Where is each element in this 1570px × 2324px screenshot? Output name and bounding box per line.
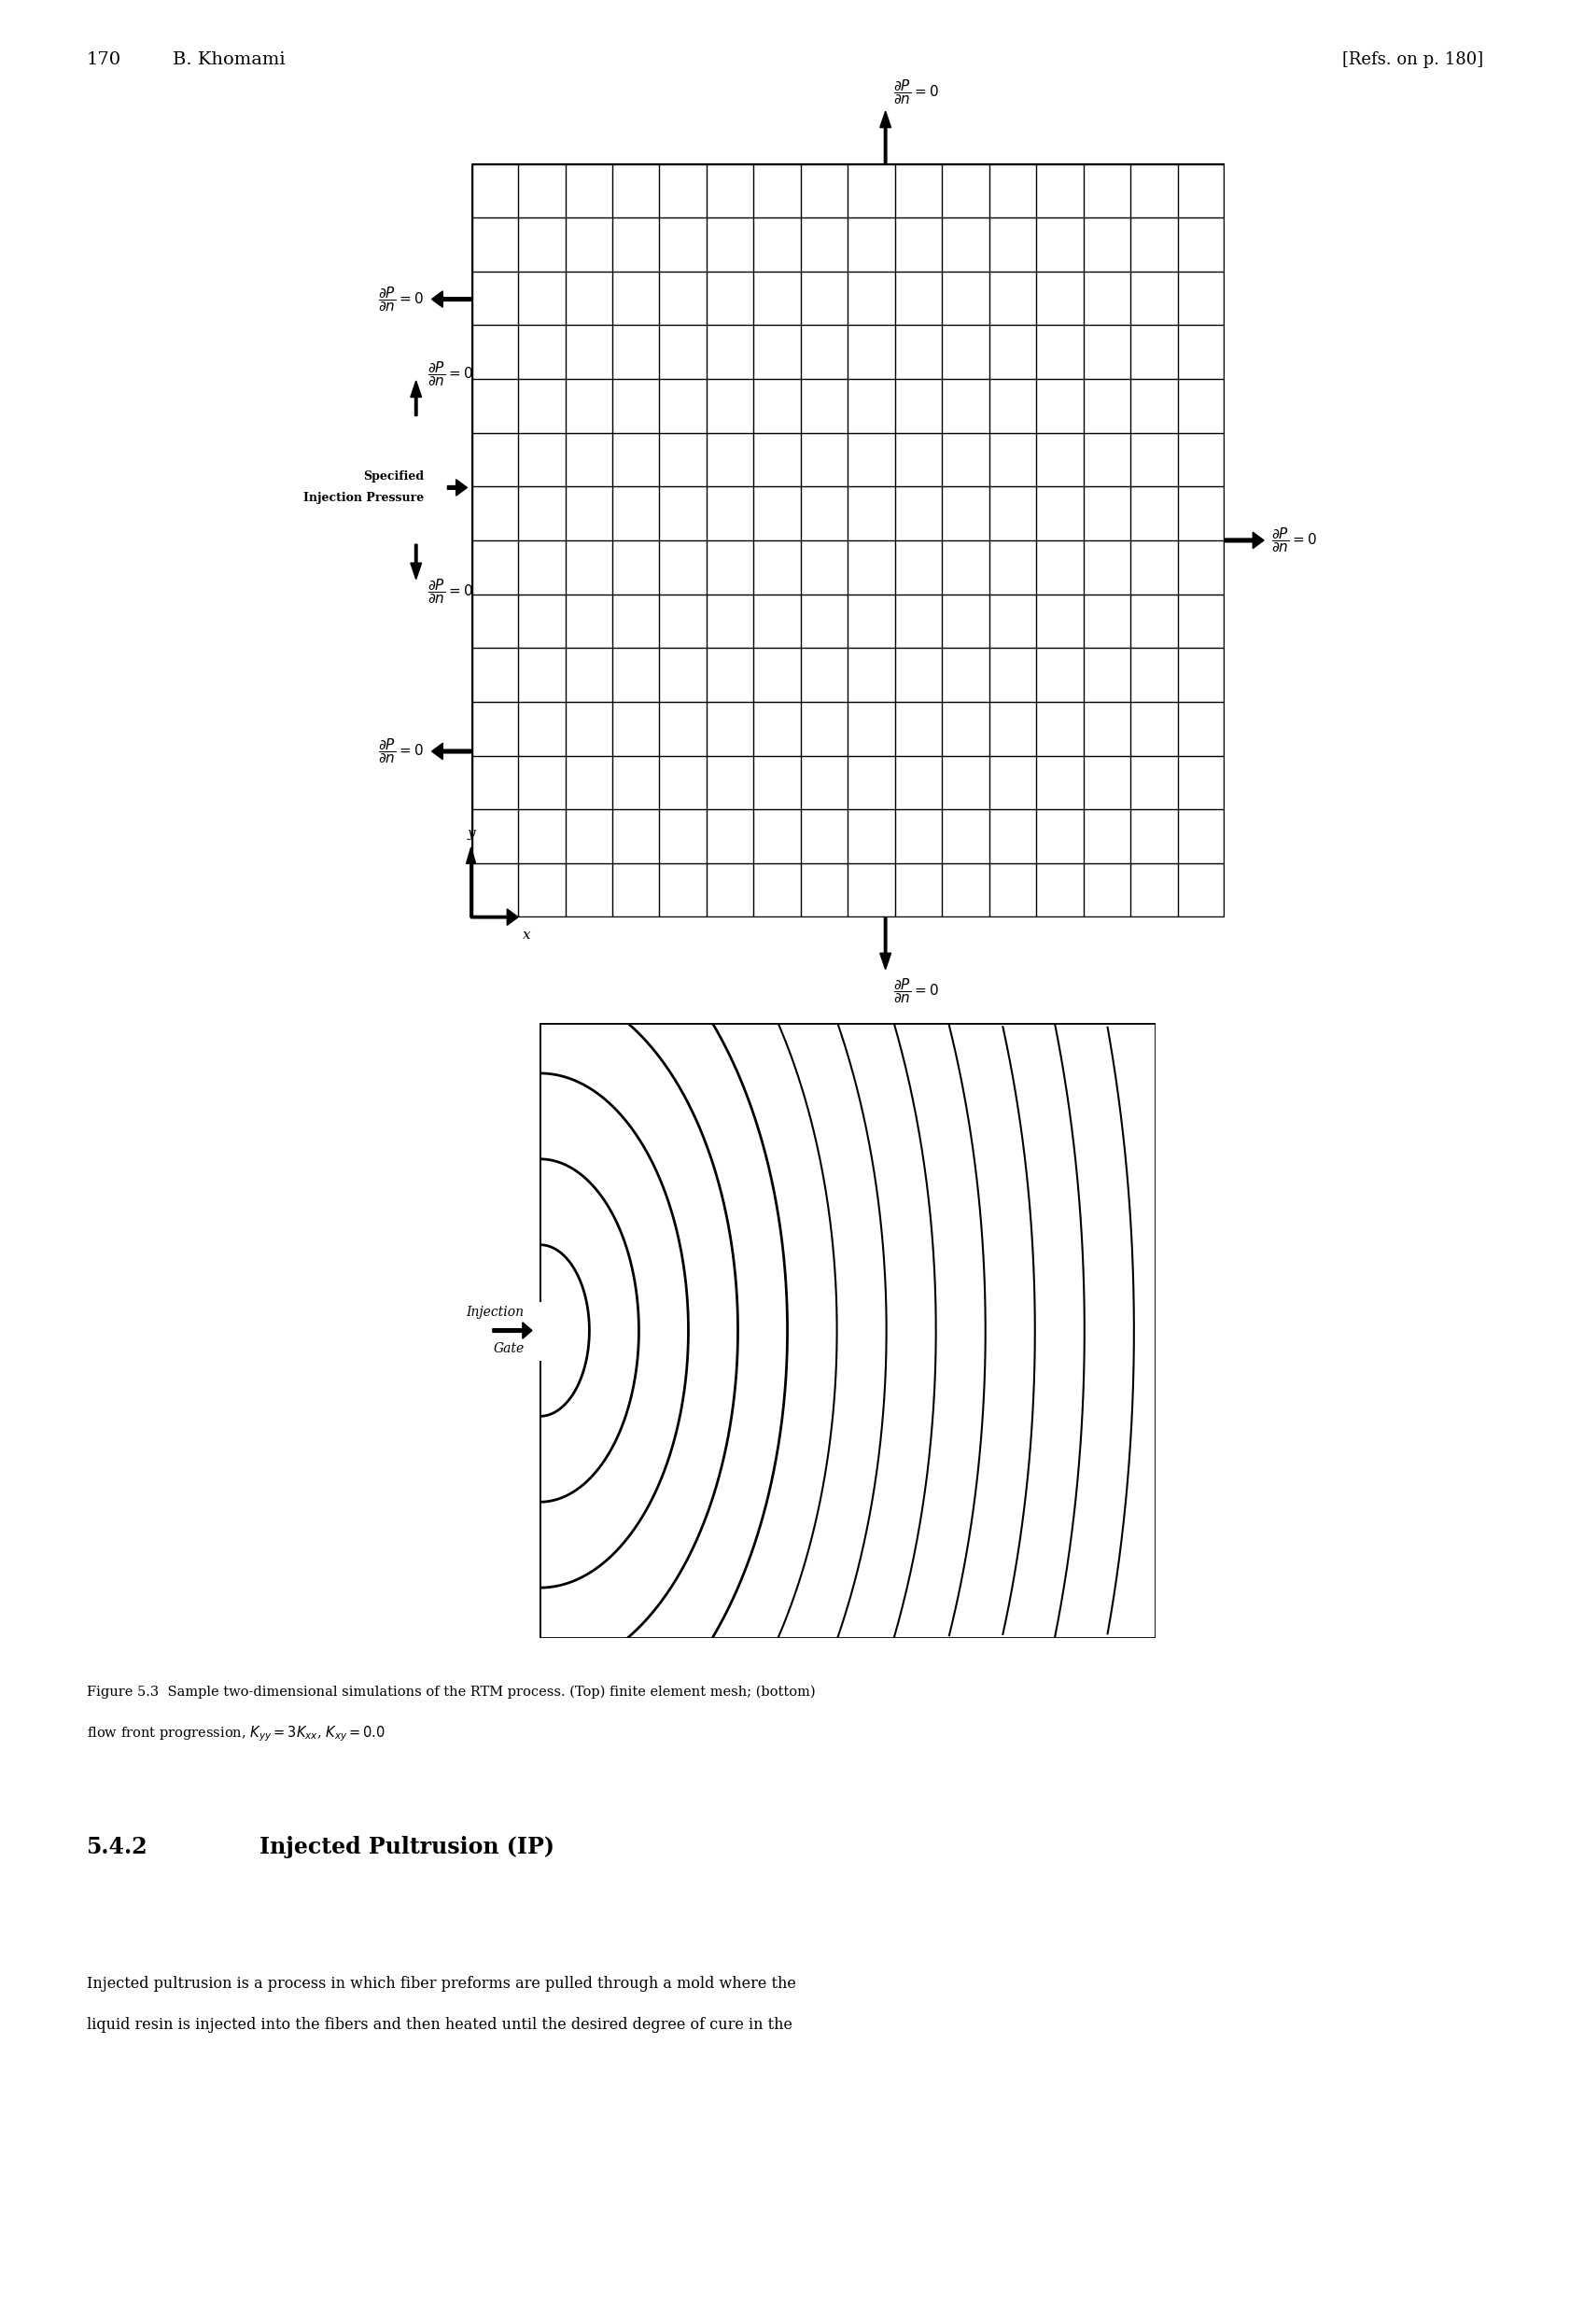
- Text: Figure 5.3  Sample two-dimensional simulations of the RTM process. (Top) finite : Figure 5.3 Sample two-dimensional simula…: [86, 1685, 815, 1699]
- Text: $\dfrac{\partial P}{\partial n}=0$: $\dfrac{\partial P}{\partial n}=0$: [893, 976, 939, 1004]
- Text: $\dfrac{\partial P}{\partial n}=0$: $\dfrac{\partial P}{\partial n}=0$: [427, 360, 473, 388]
- Text: $\dfrac{\partial P}{\partial n}=0$: $\dfrac{\partial P}{\partial n}=0$: [427, 576, 473, 607]
- Text: Injected pultrusion is a process in which fiber preforms are pulled through a mo: Injected pultrusion is a process in whic…: [86, 1975, 796, 1992]
- Text: [Refs. on p. 180]: [Refs. on p. 180]: [1342, 51, 1484, 67]
- Text: flow front progression, $K_{yy} = 3K_{xx}$, $K_{xy} = 0.0$: flow front progression, $K_{yy} = 3K_{xx…: [86, 1724, 385, 1743]
- Text: $\dfrac{\partial P}{\partial n}=0$: $\dfrac{\partial P}{\partial n}=0$: [378, 737, 424, 765]
- Text: $\dfrac{\partial P}{\partial n}=0$: $\dfrac{\partial P}{\partial n}=0$: [378, 286, 424, 314]
- Text: B. Khomami: B. Khomami: [173, 51, 286, 67]
- Text: 170: 170: [86, 51, 121, 67]
- Text: 5.4.2: 5.4.2: [86, 1836, 148, 1859]
- Text: Specified: Specified: [363, 472, 424, 483]
- Text: Injected Pultrusion (IP): Injected Pultrusion (IP): [259, 1836, 554, 1859]
- Text: liquid resin is injected into the fibers and then heated until the desired degre: liquid resin is injected into the fibers…: [86, 2017, 791, 2034]
- Text: $\dfrac{\partial P}{\partial n}=0$: $\dfrac{\partial P}{\partial n}=0$: [1272, 525, 1317, 555]
- Text: x: x: [523, 930, 531, 941]
- Text: Injection Pressure: Injection Pressure: [303, 493, 424, 504]
- Text: $\dfrac{\partial P}{\partial n}=0$: $\dfrac{\partial P}{\partial n}=0$: [893, 79, 939, 107]
- Text: Gate: Gate: [493, 1343, 524, 1355]
- Text: y: y: [466, 827, 476, 841]
- Text: Injection: Injection: [466, 1306, 524, 1320]
